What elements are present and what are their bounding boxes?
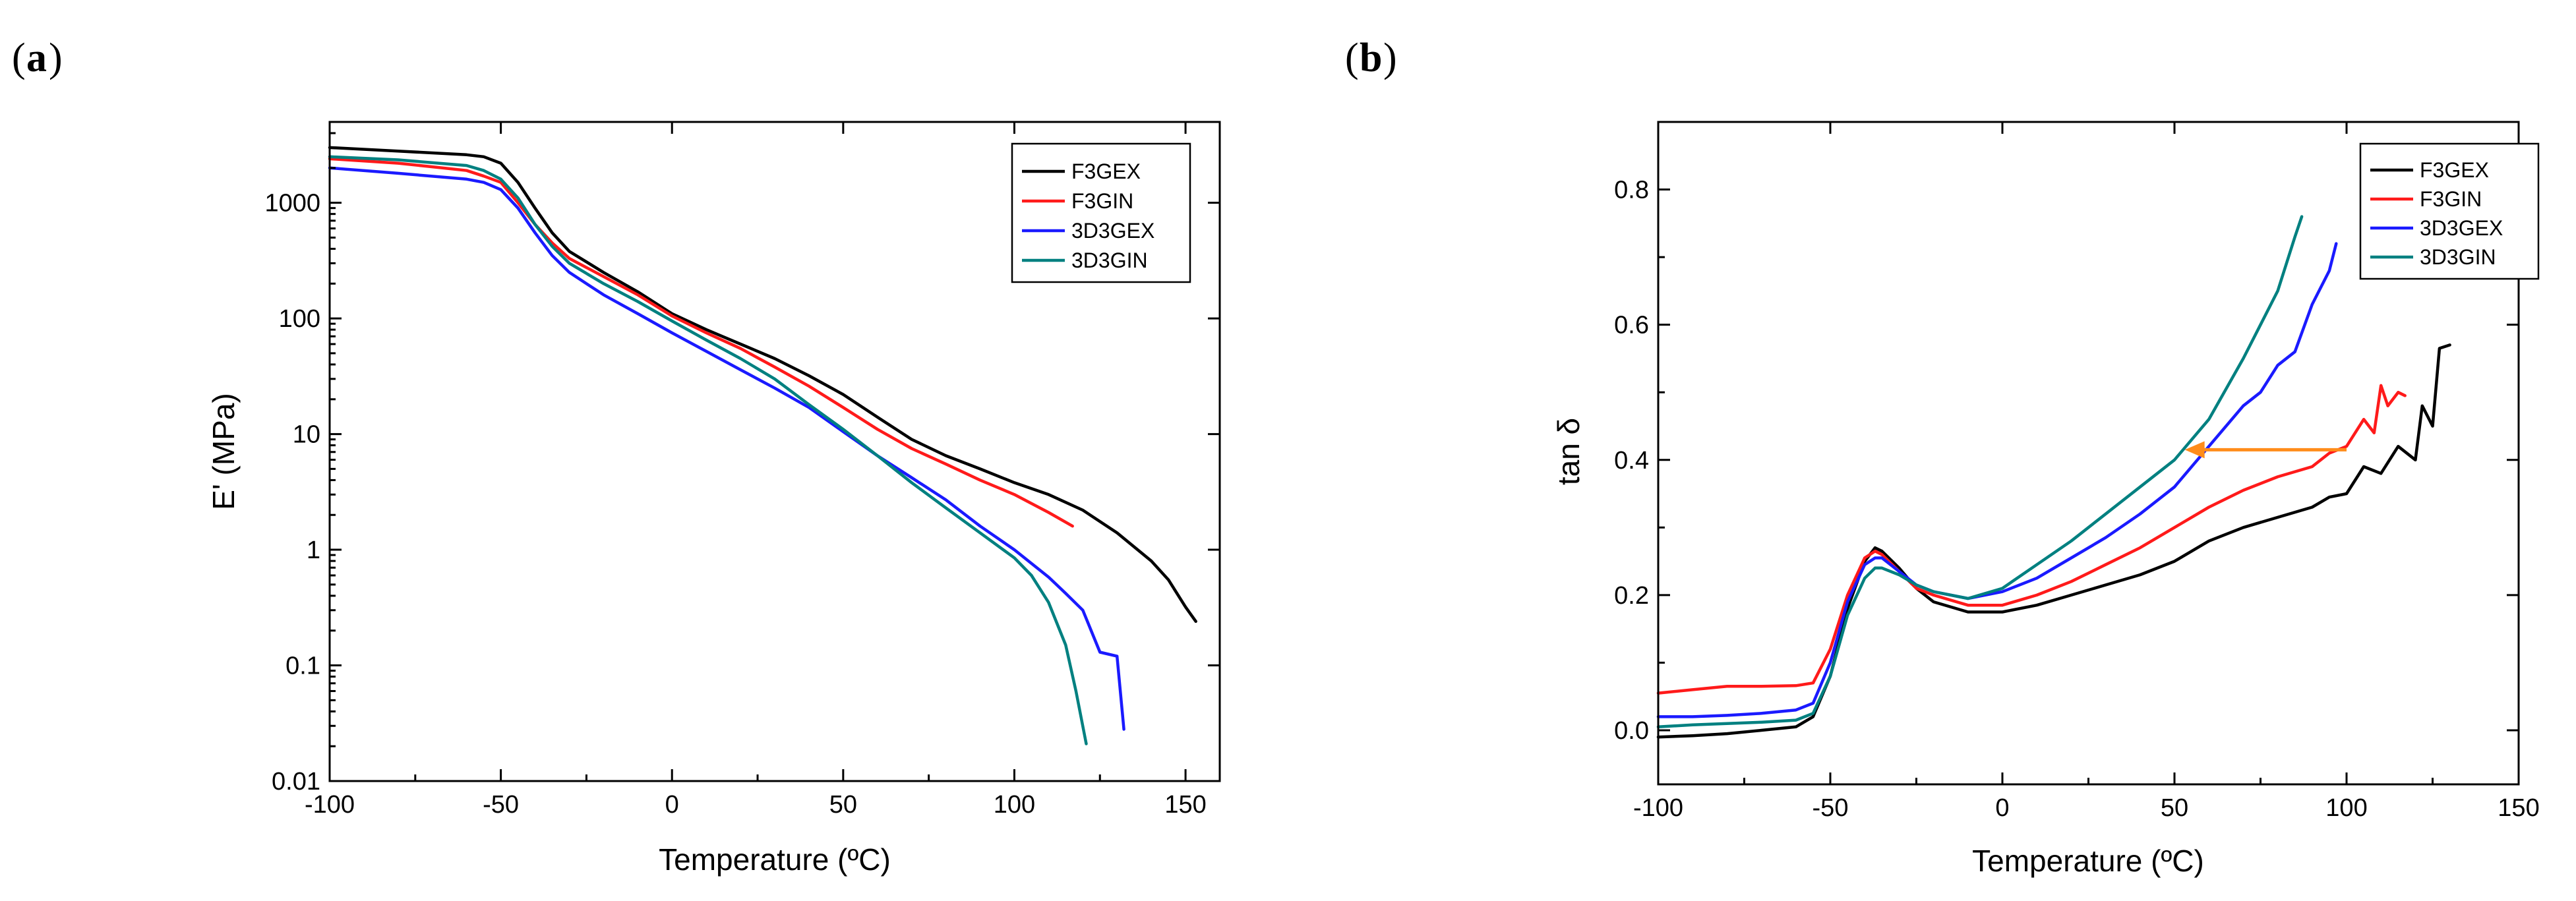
panel-b-legend: F3GEX F3GIN 3D3GEX 3D3GIN [2359, 142, 2540, 280]
series-line-b-3D3GEX [1656, 242, 2338, 718]
legend-b-label-F3GEX: F3GEX [2420, 158, 2489, 182]
xtick-label-a-1: -50 [483, 791, 519, 819]
legend-a-label-F3GEX: F3GEX [1071, 160, 1141, 183]
xtick-label-a-2: 0 [665, 791, 679, 819]
panel-b-ylabel: tan δ [1551, 418, 1586, 485]
xtick-label-b-3: 50 [2161, 794, 2188, 822]
ytick-label-a-4: 100 [279, 305, 320, 333]
series-line-a-3D3GIN [328, 155, 1088, 745]
series-line-a-F3GIN [328, 157, 1074, 528]
xtick-label-a-0: -100 [305, 791, 355, 819]
panel-b-label-open: ( [1345, 36, 1359, 80]
series-line-a-3D3GEX [328, 166, 1125, 731]
legend-b-label-F3GIN: F3GIN [2420, 187, 2482, 211]
xtick-label-b-2: 0 [1995, 794, 2009, 822]
legend-b-label-3D3GEX: 3D3GEX [2420, 216, 2503, 240]
ytick-label-b-1: 0.2 [1614, 582, 1649, 610]
xtick-label-a-5: 150 [1164, 791, 1206, 819]
series-line-b-F3GIN [1656, 384, 2407, 695]
panel-a-xlabel: Temperature (ºC) [659, 842, 891, 877]
panel-b-label-close: ) [1383, 36, 1397, 80]
ytick-label-b-3: 0.6 [1614, 312, 1649, 339]
panel-a-ticks: -100 -50 0 50 100 150 0.01 0.1 1 10 100 1000 [264, 122, 1220, 819]
panel-b-label: b [1360, 36, 1382, 80]
series-line-a-F3GEX [328, 146, 1197, 624]
xtick-label-a-3: 50 [829, 791, 857, 819]
legend-a-label-3D3GEX: 3D3GEX [1071, 219, 1154, 243]
xtick-label-b-5: 150 [2498, 794, 2539, 822]
xtick-label-a-4: 100 [994, 791, 1035, 819]
ytick-label-a-3: 10 [293, 421, 320, 449]
ytick-label-b-4: 0.8 [1614, 177, 1649, 204]
panel-b: ( b ) -100 -50 0 50 100 150 0.0 0.2 0.4 0.6 0.8 Te… [1345, 36, 2540, 878]
ytick-label-b-2: 0.4 [1614, 447, 1649, 475]
xtick-label-b-4: 100 [2325, 794, 2367, 822]
panel-b-xlabel: Temperature (ºC) [1972, 844, 2204, 878]
xtick-label-b-0: -100 [1633, 794, 1683, 822]
panel-a-legend: F3GEX F3GIN 3D3GEX 3D3GIN [1011, 142, 1191, 283]
ytick-label-a-2: 1 [307, 537, 320, 564]
panel-a-label-open: ( [12, 36, 26, 80]
panel-b-plot-area [1656, 215, 2451, 739]
panel-a-label-close: ) [49, 36, 63, 80]
ytick-label-b-0: 0.0 [1614, 717, 1649, 745]
panel-a-label: a [26, 36, 47, 80]
legend-a-label-F3GIN: F3GIN [1071, 189, 1133, 213]
panel-a-plot-area [328, 146, 1197, 745]
xtick-label-b-1: -50 [1812, 794, 1849, 822]
series-line-b-F3GEX [1656, 343, 2451, 739]
ytick-label-a-0: 0.01 [272, 768, 320, 796]
legend-b-label-3D3GIN: 3D3GIN [2420, 245, 2496, 269]
panel-a-ylabel: E' (MPa) [206, 393, 241, 509]
annotation-arrow-head [2184, 441, 2205, 459]
legend-a-label-3D3GIN: 3D3GIN [1071, 248, 1148, 272]
ytick-label-a-1: 0.1 [285, 653, 320, 680]
ytick-label-a-5: 1000 [264, 190, 320, 218]
panel-a: ( a ) -100 -50 0 50 100 1500.010.11101001000 … [12, 36, 1221, 877]
series-line-b-3D3GIN [1656, 215, 2304, 729]
